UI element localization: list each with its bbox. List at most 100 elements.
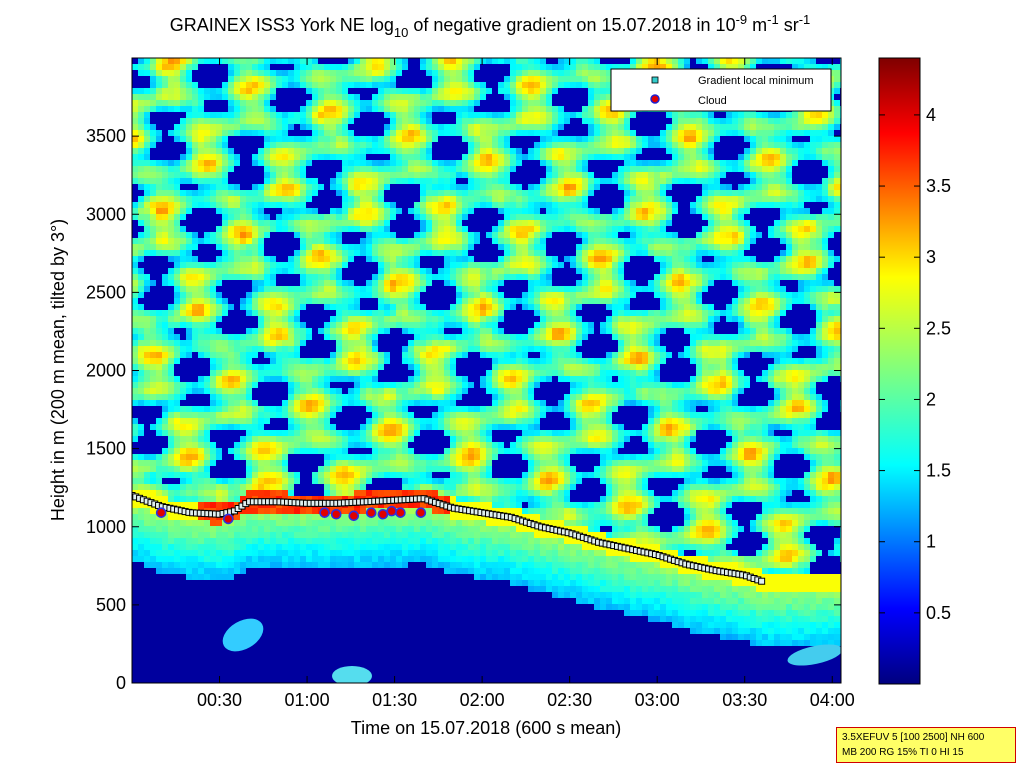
heatmap-cell: [174, 244, 181, 251]
heatmap-cell: [156, 292, 163, 299]
heatmap-cell: [192, 418, 199, 425]
heatmap-cell: [258, 658, 265, 665]
heatmap-cell: [240, 310, 247, 317]
heatmap-cell: [294, 58, 301, 65]
heatmap-cell: [234, 562, 241, 569]
heatmap-cell: [402, 442, 409, 449]
heatmap-cell: [204, 112, 211, 119]
heatmap-cell: [204, 304, 211, 311]
heatmap-cell: [132, 268, 139, 275]
heatmap-cell: [348, 112, 355, 119]
heatmap-cell: [372, 652, 379, 659]
heatmap-cell: [252, 94, 259, 101]
heatmap-cell: [372, 658, 379, 665]
heatmap-cell: [348, 472, 355, 479]
heatmap-cell: [300, 544, 307, 551]
heatmap-cell: [342, 136, 349, 143]
heatmap-cell: [408, 82, 415, 89]
heatmap-cell: [180, 178, 187, 185]
heatmap-cell: [228, 622, 235, 629]
heatmap-cell: [186, 406, 193, 413]
heatmap-cell: [246, 478, 253, 485]
heatmap-cell: [150, 262, 157, 269]
heatmap-cell: [414, 76, 421, 83]
heatmap-cell: [414, 172, 421, 179]
heatmap-cell: [186, 328, 193, 335]
heatmap-cell: [162, 640, 169, 647]
heatmap-cell: [168, 412, 175, 419]
heatmap-cell: [318, 394, 325, 401]
heatmap-cell: [318, 526, 325, 533]
heatmap-cell: [252, 598, 259, 605]
heatmap-cell: [252, 406, 259, 413]
heatmap-cell: [384, 562, 391, 569]
heatmap-cell: [258, 88, 265, 95]
heatmap-cell: [180, 316, 187, 323]
heatmap-cell: [372, 544, 379, 551]
heatmap-cell: [264, 550, 271, 557]
heatmap-cell: [282, 370, 289, 377]
heatmap-cell: [372, 166, 379, 173]
heatmap-cell: [246, 214, 253, 221]
heatmap-cell: [396, 646, 403, 653]
heatmap-cell: [366, 424, 373, 431]
heatmap-cell: [234, 400, 241, 407]
heatmap-cell: [192, 172, 199, 179]
heatmap-cell: [396, 124, 403, 131]
heatmap-cell: [342, 148, 349, 155]
heatmap-cell: [192, 556, 199, 563]
heatmap-cell: [306, 286, 313, 293]
heatmap-cell: [228, 112, 235, 119]
heatmap-cell: [312, 220, 319, 227]
heatmap-cell: [378, 640, 385, 647]
heatmap-cell: [402, 400, 409, 407]
heatmap-cell: [282, 358, 289, 365]
heatmap-cell: [222, 610, 229, 617]
heatmap-cell: [312, 592, 319, 599]
heatmap-cell: [324, 274, 331, 281]
heatmap-cell: [366, 304, 373, 311]
heatmap-cell: [156, 574, 163, 581]
heatmap-cell: [186, 148, 193, 155]
heatmap-cell: [258, 178, 265, 185]
heatmap-cell: [342, 232, 349, 239]
heatmap-cell: [366, 454, 373, 461]
heatmap-cell: [366, 148, 373, 155]
heatmap-cell: [366, 622, 373, 629]
heatmap-cell: [378, 334, 385, 341]
heatmap-cell: [276, 580, 283, 587]
heatmap-cell: [156, 310, 163, 317]
heatmap-cell: [150, 520, 157, 527]
heatmap-cell: [216, 274, 223, 281]
heatmap-cell: [264, 136, 271, 143]
heatmap-cell: [342, 490, 349, 497]
heatmap-cell: [180, 64, 187, 71]
heatmap-cell: [330, 214, 337, 221]
heatmap-cell: [246, 142, 253, 149]
heatmap-cell: [366, 418, 373, 425]
heatmap-cell: [174, 400, 181, 407]
heatmap-cell: [180, 148, 187, 155]
heatmap-cell: [348, 262, 355, 269]
heatmap-cell: [324, 208, 331, 215]
heatmap-cell: [192, 328, 199, 335]
heatmap-cell: [132, 652, 139, 659]
heatmap-cell: [306, 118, 313, 125]
heatmap-cell: [378, 214, 385, 221]
heatmap-cell: [330, 64, 337, 71]
heatmap-cell: [300, 202, 307, 209]
heatmap-cell: [240, 58, 247, 65]
heatmap-cell: [222, 532, 229, 539]
heatmap-cell: [294, 544, 301, 551]
heatmap-cell: [192, 352, 199, 359]
heatmap-cell: [144, 502, 151, 509]
heatmap-cell: [396, 136, 403, 143]
heatmap-cell: [336, 640, 343, 647]
heatmap-cell: [318, 148, 325, 155]
heatmap-cell: [306, 238, 313, 245]
heatmap-cell: [174, 526, 181, 533]
heatmap-cell: [228, 76, 235, 83]
heatmap-cell: [396, 412, 403, 419]
heatmap-cell: [270, 100, 277, 107]
heatmap-cell: [270, 664, 277, 671]
